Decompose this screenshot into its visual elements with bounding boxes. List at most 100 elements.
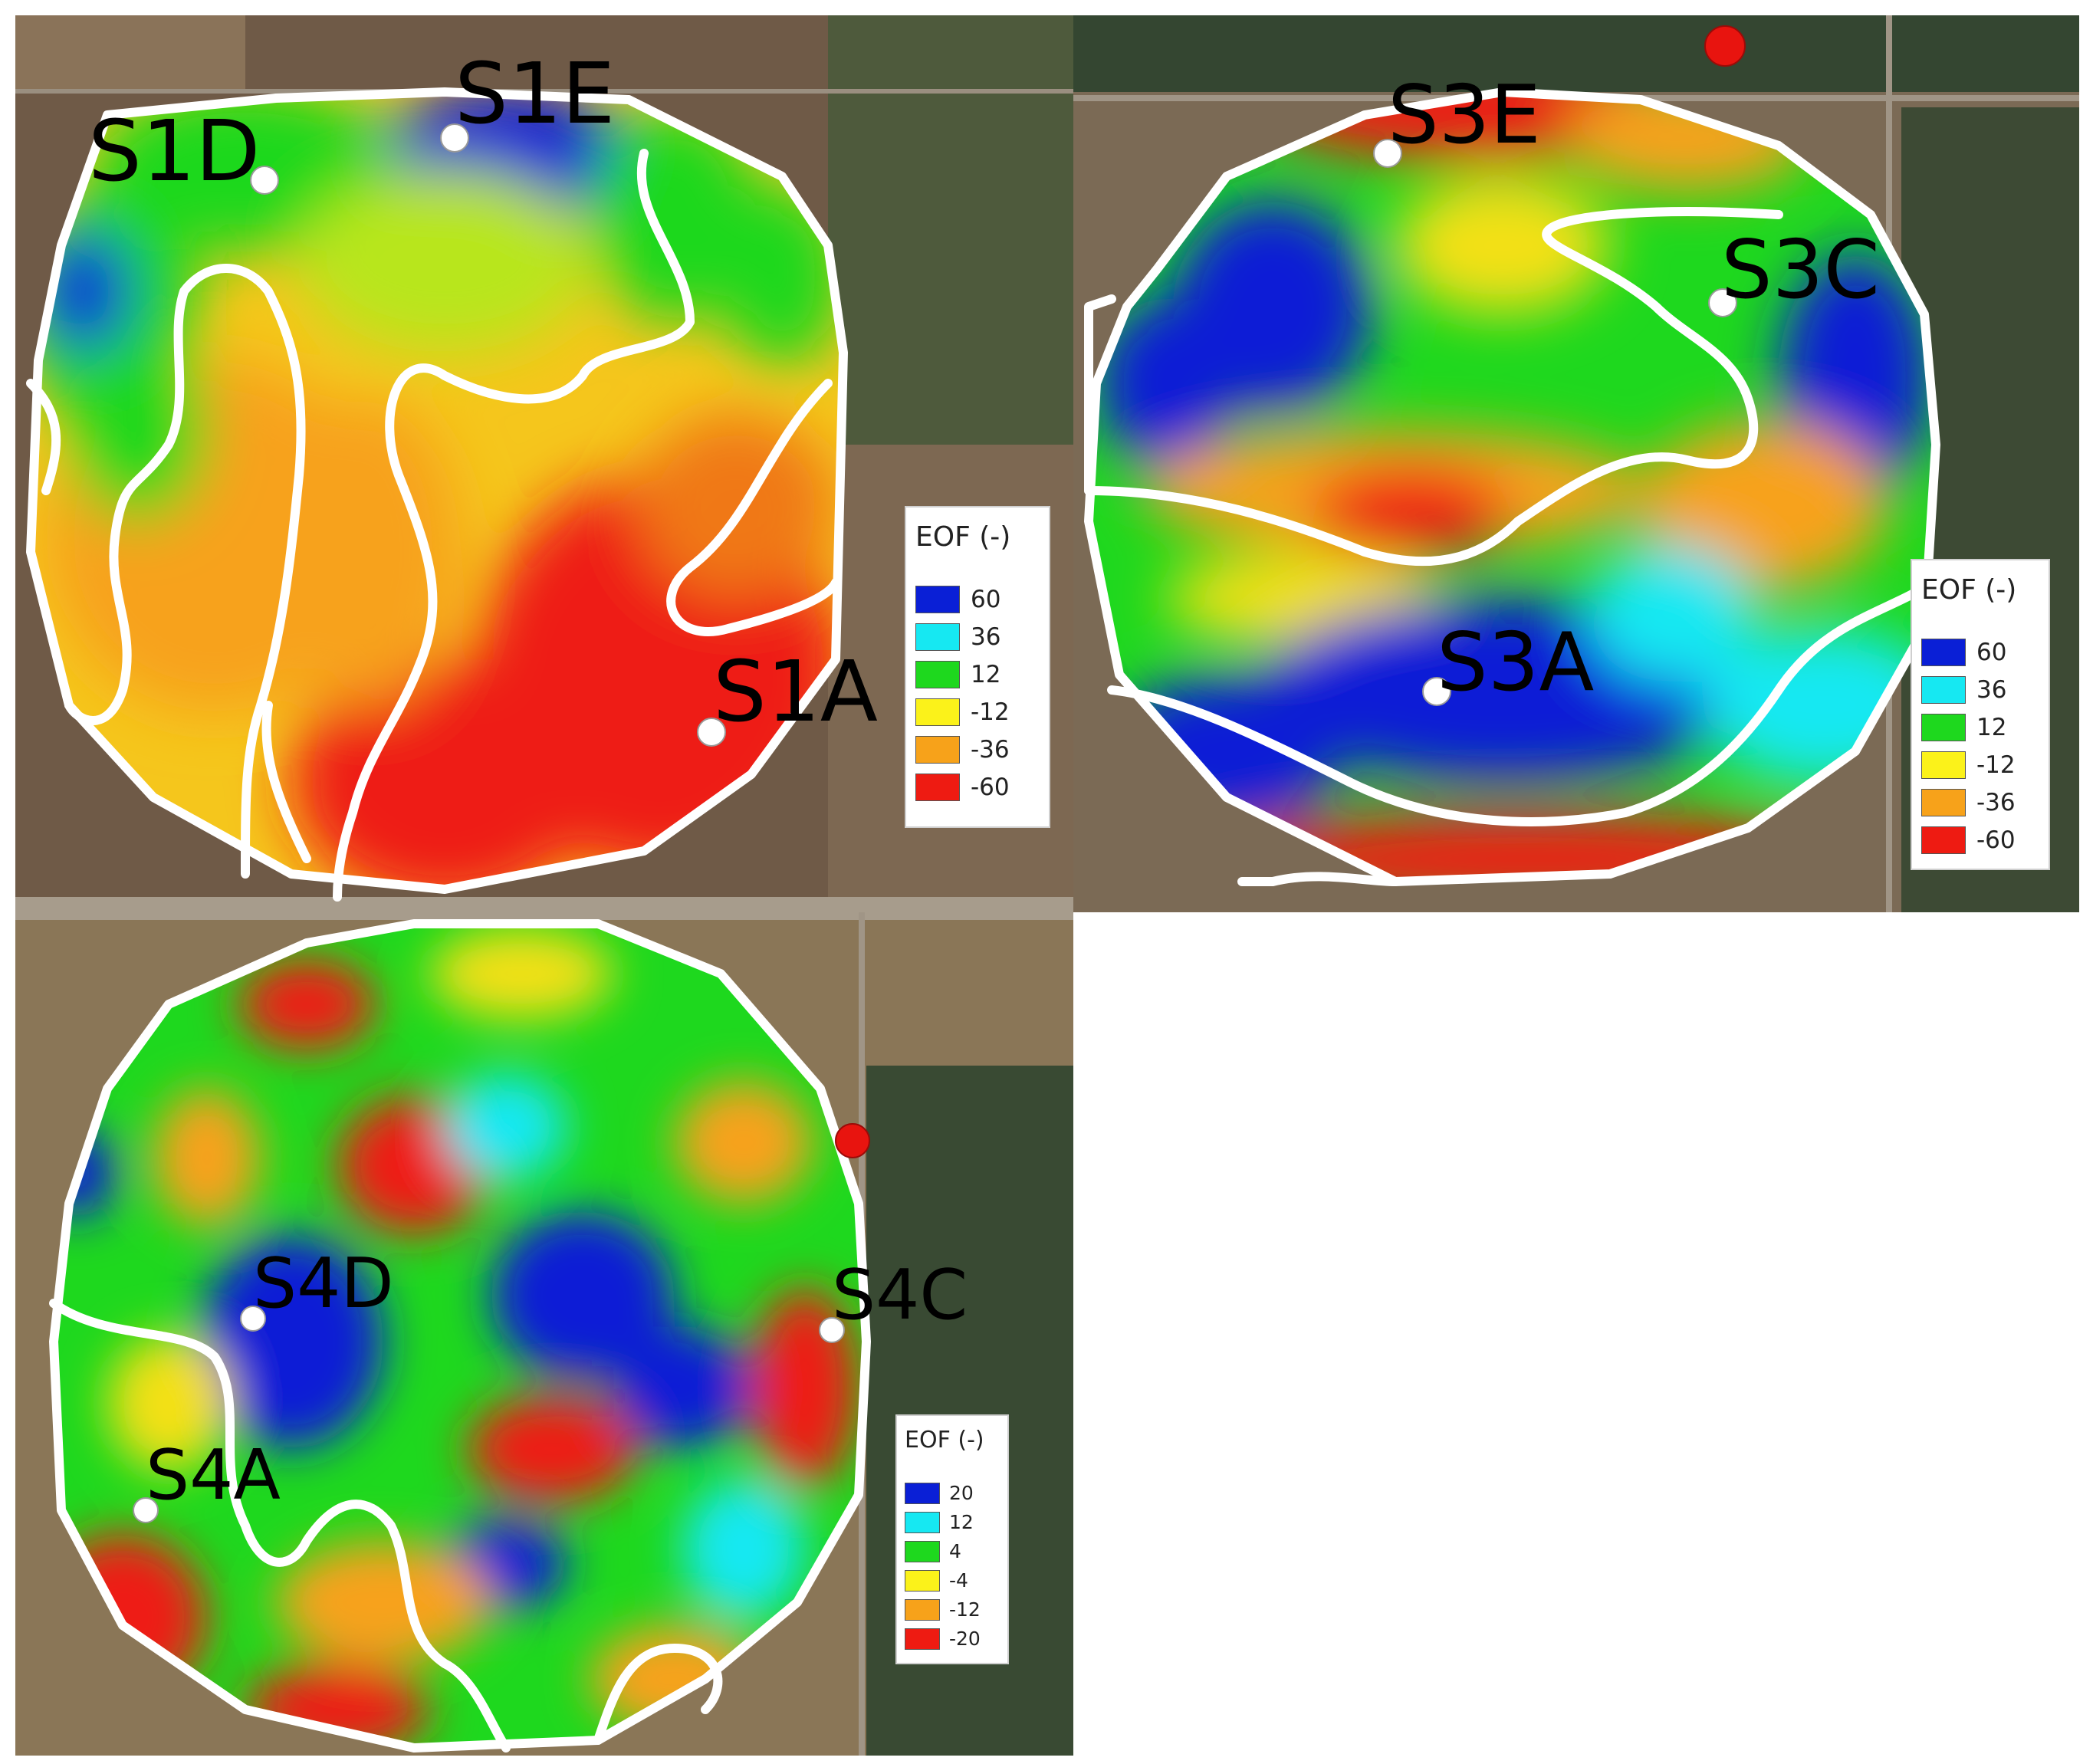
site-label-S3A: S3A [1437, 616, 1594, 709]
legend-field-3: EOF (-) 60 36 12 -12 -36 -60 [1911, 559, 2050, 870]
legend-item: 20 [905, 1482, 974, 1504]
legend-item: 36 [1921, 676, 2006, 704]
legend-label: 60 [971, 586, 1001, 613]
site-label-S3C: S3C [1721, 223, 1880, 317]
zone-boundary-lines [26, 149, 840, 902]
red-reference-marker[interactable] [1704, 25, 1746, 67]
legend-label: 4 [949, 1540, 961, 1562]
site-label-S4A: S4A [146, 1435, 281, 1516]
legend-label: 36 [1976, 676, 2007, 704]
legend-label: 60 [1976, 639, 2007, 666]
field-4-boundary [49, 919, 871, 1753]
site-marker-S1D[interactable] [250, 166, 279, 195]
legend-item: 60 [1921, 639, 2006, 666]
crop-field-patch [1073, 15, 2079, 92]
legend-swatch [905, 1511, 940, 1533]
legend-item: -36 [1921, 789, 2016, 816]
site-marker-S3C[interactable] [1708, 288, 1737, 317]
legend-label: -4 [949, 1569, 968, 1592]
legend-label: -60 [971, 774, 1010, 801]
legend-item: -4 [905, 1569, 968, 1592]
legend-swatch [1921, 676, 1966, 704]
map-panel-field-3: S3E S3C S3A EOF (-) 60 36 12 -12 -36 -60 [1073, 15, 2079, 912]
red-reference-marker[interactable] [835, 1123, 870, 1158]
legend-swatch [915, 586, 960, 613]
road [15, 897, 1073, 912]
legend-swatch [905, 1569, 940, 1592]
legend-label: -60 [1976, 826, 2016, 854]
zone-boundary-line [1107, 578, 1937, 826]
site-label-S1D: S1D [88, 102, 261, 200]
legend-swatch [905, 1598, 940, 1621]
legend-item: -20 [905, 1628, 981, 1650]
legend-item: -36 [915, 736, 1010, 764]
legend-item: -12 [1921, 751, 2016, 779]
site-marker-S4D[interactable] [240, 1306, 266, 1332]
legend-item: 12 [905, 1511, 974, 1533]
legend-swatch [915, 774, 960, 801]
crop-field-patch [828, 15, 1073, 445]
site-marker-S1A[interactable] [697, 718, 726, 747]
legend-label: -36 [1976, 789, 2016, 816]
zone-boundary-line [1084, 207, 1783, 567]
legend-label: -12 [1976, 751, 2016, 779]
legend-item: 12 [1921, 714, 2006, 741]
legend-swatch [1921, 639, 1966, 666]
legend-swatch [1921, 751, 1966, 779]
legend-swatch [915, 623, 960, 651]
zone-boundary-line [1084, 294, 1116, 495]
field-3-heatmap [1089, 92, 1936, 882]
legend-label: 12 [1976, 714, 2007, 741]
legend-label: 36 [971, 623, 1001, 651]
legend-swatch [915, 736, 960, 764]
map-panel-field-1: S1D S1E S1A EOF (-) 60 36 12 -12 -36 -60 [15, 15, 1073, 912]
legend-item: 36 [915, 623, 1001, 651]
legend-label: -20 [949, 1628, 981, 1650]
legend-field-4: EOF (-) 20 12 4 -4 -12 -20 [895, 1414, 1009, 1664]
legend-swatch [905, 1482, 940, 1504]
field-4-map: S4D S4C S4A [15, 912, 1073, 1756]
legend-title: EOF (-) [1921, 574, 2017, 606]
zone-boundary-line [49, 1299, 511, 1753]
legend-item: -12 [915, 698, 1010, 726]
legend-swatch [1921, 826, 1966, 854]
site-marker-S3E[interactable] [1373, 139, 1402, 168]
zone-boundary-line [26, 379, 61, 495]
legend-label: 12 [971, 661, 1001, 688]
legend-title: EOF (-) [905, 1427, 984, 1454]
legend-item: -60 [915, 774, 1010, 801]
site-label-S1E: S1E [455, 44, 615, 143]
legend-field-1: EOF (-) 60 36 12 -12 -36 -60 [905, 506, 1050, 828]
site-marker-S1E[interactable] [440, 123, 469, 153]
site-marker-S4A[interactable] [133, 1497, 159, 1523]
legend-label: -12 [971, 698, 1010, 726]
legend-swatch [915, 698, 960, 726]
field-1-boundary [26, 87, 848, 894]
zone-boundary-line [64, 264, 306, 879]
field-3-map: S3E S3C S3A [1073, 15, 2079, 912]
legend-label: -36 [971, 736, 1010, 764]
zone-boundary-line [261, 701, 311, 863]
road [15, 912, 1073, 920]
zone-boundary-lines [49, 1299, 723, 1753]
legend-swatch [1921, 789, 1966, 816]
site-label-S1A: S1A [713, 642, 878, 741]
map-panel-field-4: S4D S4C S4A EOF (-) 20 12 4 -4 -12 -20 [15, 912, 1073, 1756]
legend-label: 20 [949, 1482, 974, 1504]
zone-boundary-line [666, 379, 840, 636]
site-label-S4C: S4C [832, 1255, 968, 1335]
zone-boundary-lines [1084, 207, 1937, 886]
legend-item: 4 [905, 1540, 961, 1562]
crop-field-patch [15, 15, 245, 92]
site-marker-S4C[interactable] [819, 1317, 845, 1343]
legend-item: -60 [1921, 826, 2016, 854]
site-label-S4D: S4D [253, 1243, 394, 1324]
legend-item: 60 [915, 586, 1001, 613]
zone-boundary-line [333, 149, 695, 902]
legend-swatch [915, 661, 960, 688]
site-marker-S3A[interactable] [1422, 677, 1451, 706]
zone-boundary-line [593, 1644, 723, 1745]
field-3-boundary [1084, 87, 1940, 886]
legend-swatch [1921, 714, 1966, 741]
legend-swatch [905, 1628, 940, 1650]
